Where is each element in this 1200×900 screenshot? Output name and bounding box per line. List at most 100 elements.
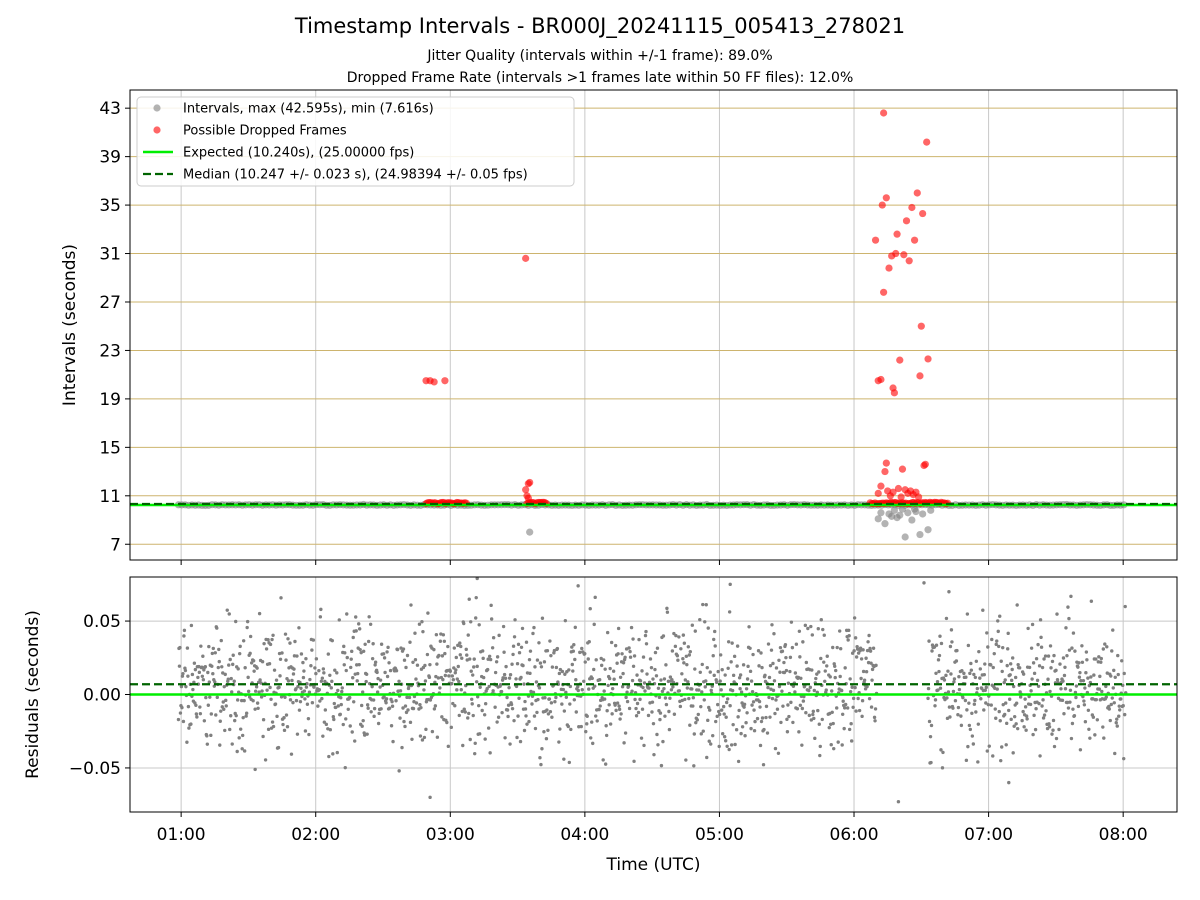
residual-point — [446, 644, 450, 649]
residual-point — [735, 664, 739, 668]
residual-point — [599, 656, 603, 661]
residual-point — [643, 689, 647, 693]
residual-point — [1012, 724, 1016, 728]
residual-point — [1084, 671, 1088, 675]
residual-point — [1070, 646, 1074, 650]
residual-point — [666, 679, 671, 684]
residual-point — [401, 647, 406, 651]
residual-point — [655, 732, 659, 737]
residual-point — [758, 743, 763, 748]
x-tick-label: 01:00 — [157, 825, 206, 845]
residual-point — [355, 679, 359, 683]
residual-point — [579, 724, 583, 729]
residual-point — [986, 645, 990, 649]
top-y-tick-label: 43 — [99, 99, 121, 119]
residual-point — [1048, 644, 1053, 648]
residual-point — [941, 750, 945, 755]
residual-point — [426, 611, 430, 615]
residual-point — [838, 674, 842, 679]
residual-point — [238, 644, 242, 649]
residual-point — [720, 732, 725, 736]
residual-point — [198, 711, 203, 716]
residual-point — [640, 707, 645, 711]
residual-point — [322, 671, 326, 675]
dropped-frame-point — [898, 465, 907, 473]
residual-point — [732, 654, 737, 659]
residual-point — [1081, 678, 1086, 683]
residual-point — [717, 744, 721, 749]
residual-point — [354, 615, 358, 619]
residual-point — [348, 724, 352, 728]
residual-point — [768, 715, 772, 719]
residual-point — [869, 705, 874, 709]
residual-point — [472, 657, 476, 661]
residual-point — [201, 654, 205, 658]
residual-point — [938, 634, 942, 638]
residual-point — [728, 582, 732, 587]
residual-point — [865, 648, 870, 653]
residual-point — [286, 679, 291, 683]
residual-point — [229, 676, 233, 681]
residual-point — [1083, 720, 1088, 724]
residual-point — [415, 663, 420, 667]
residual-point — [793, 671, 798, 675]
residual-point — [265, 688, 269, 692]
residual-point — [272, 668, 277, 672]
residual-point — [686, 680, 690, 684]
residual-point — [927, 639, 931, 643]
residual-point — [450, 674, 455, 678]
residual-point — [1030, 622, 1035, 627]
residual-point — [613, 703, 617, 707]
top-y-tick-label: 27 — [99, 293, 121, 313]
residual-point — [576, 584, 580, 588]
dropped-frame-point — [916, 372, 924, 380]
residual-point — [623, 731, 628, 735]
residual-point — [508, 742, 512, 746]
residual-point — [984, 685, 988, 690]
residual-point — [1015, 603, 1019, 607]
residual-point — [435, 735, 440, 739]
residual-point — [624, 695, 628, 700]
residual-point — [237, 651, 242, 656]
residual-point — [1002, 680, 1006, 685]
residual-point — [255, 701, 260, 705]
residual-point — [896, 800, 901, 804]
residual-point — [1048, 689, 1052, 694]
residual-point — [692, 732, 697, 736]
residual-point — [491, 635, 496, 640]
residual-point — [868, 649, 873, 653]
residual-point — [949, 672, 953, 676]
residual-point — [515, 662, 520, 666]
residual-point — [423, 679, 428, 683]
dropped-frame-point — [923, 138, 931, 146]
residual-point — [789, 700, 793, 705]
residual-point — [644, 642, 649, 646]
residual-point — [240, 733, 245, 738]
residual-point — [364, 679, 368, 684]
residual-point — [248, 634, 253, 639]
legend: Intervals, max (42.595s), min (7.616s) Po… — [136, 96, 575, 187]
residual-point — [701, 729, 705, 733]
residual-point — [477, 732, 482, 736]
residual-point — [502, 672, 507, 677]
residual-point — [413, 631, 417, 635]
residual-point — [1029, 646, 1034, 650]
residual-point — [725, 744, 729, 748]
residual-point — [1116, 653, 1120, 658]
residual-point — [402, 719, 406, 724]
residual-point — [207, 644, 211, 649]
chart-title: Timestamp Intervals - BR000J_20241115_00… — [294, 14, 906, 38]
residual-point — [1041, 698, 1045, 702]
residual-point — [443, 673, 448, 678]
residual-point — [473, 741, 477, 745]
residual-point — [734, 728, 739, 732]
residual-point — [571, 649, 576, 653]
residual-point — [706, 626, 710, 630]
residual-point — [218, 743, 222, 747]
residual-point — [860, 714, 864, 719]
residual-point — [1006, 647, 1010, 651]
residual-point — [513, 618, 517, 622]
residual-point — [1004, 743, 1008, 747]
residual-point — [363, 642, 367, 646]
residual-point — [1031, 661, 1036, 665]
